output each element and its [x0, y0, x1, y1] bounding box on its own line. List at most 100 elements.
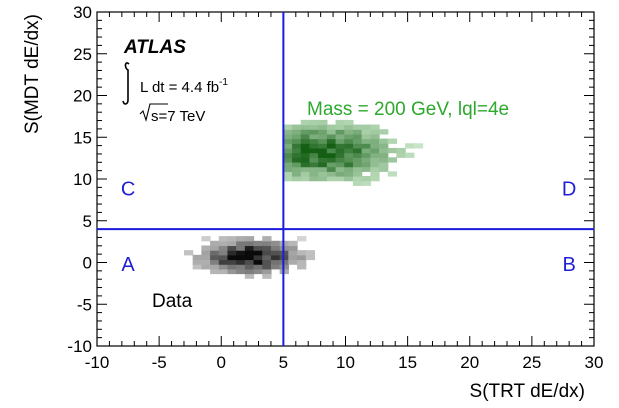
signal-density-cell [370, 143, 380, 149]
data-density-cell [270, 254, 281, 261]
signal-density-cell [283, 143, 293, 149]
signal-density-cell [326, 129, 337, 135]
signal-density-cell [292, 124, 302, 130]
region-label-b: B [562, 254, 575, 276]
data-density-cell [297, 250, 307, 256]
signal-density-cell [396, 152, 406, 158]
data-density-cell [297, 254, 307, 261]
y-tick-labels: -10 -5 0 5 10 15 20 25 30 [67, 3, 92, 356]
signal-density-cell [326, 133, 337, 140]
signal-density-cell [370, 147, 380, 154]
signal-density-cell [379, 129, 389, 135]
signal-density-cell [309, 157, 319, 163]
data-density-cell [201, 245, 211, 251]
signal-density-cell [352, 171, 363, 177]
data-density-cell [236, 245, 246, 251]
signal-density-cell [300, 152, 311, 158]
x-tick-label: 10 [336, 353, 355, 372]
signal-density-cell [352, 133, 363, 140]
data-density-cell [236, 236, 246, 242]
data-density-cell [227, 268, 237, 275]
data-density-cell [201, 236, 211, 242]
signal-density-cell [309, 119, 319, 126]
signal-density-cell [344, 166, 354, 172]
signal-density-cell [318, 124, 328, 130]
integral-sign [122, 62, 130, 105]
signal-density-cell [352, 161, 363, 168]
data-density-cell [236, 264, 246, 270]
signal-density-cell [292, 129, 302, 135]
data-density-cell [218, 236, 229, 242]
y-tick-label: -10 [67, 337, 92, 356]
signal-density-cell [361, 124, 371, 130]
data-density-cell [253, 264, 263, 270]
signal-density-cell [361, 138, 371, 144]
x-tick-label: -10 [85, 353, 110, 372]
data-density-cell [244, 250, 255, 256]
signal-density-cell [405, 152, 415, 158]
y-tick-label: 0 [83, 254, 92, 273]
signal-density-cell [344, 138, 354, 144]
signal-density-cell [300, 138, 311, 144]
sqrt-sign [139, 103, 168, 122]
signal-density-cell [379, 138, 389, 144]
data-density-cell [218, 254, 229, 261]
signal-density-cell [344, 171, 354, 177]
signal-density-cell [361, 175, 371, 182]
data-density-cell [227, 240, 237, 247]
signal-density-cell [309, 166, 319, 172]
signal-density-cell [283, 161, 293, 168]
signal-density-cell [300, 124, 311, 130]
signal-density-cell [335, 143, 345, 149]
signal-density-cell [300, 171, 311, 177]
signal-density-cell [370, 166, 380, 172]
signal-density-cell [370, 157, 380, 163]
region-label-a: A [121, 254, 135, 276]
data-density-cell [210, 264, 220, 270]
data-density-cell [244, 254, 255, 261]
signal-density-cell [335, 166, 345, 172]
signal-density-cell [309, 152, 319, 158]
data-density-cell [218, 240, 229, 247]
signal-density-cell [300, 175, 311, 182]
signal-density-cell [344, 119, 354, 126]
signal-density-cell [335, 138, 345, 144]
signal-series-label: Mass = 200 GeV, lql=4e [307, 99, 509, 120]
signal-density-cell [283, 152, 293, 158]
signal-density-cell [283, 133, 293, 140]
signal-density-cell [344, 175, 354, 182]
data-density-cell [192, 254, 202, 261]
region-label-c: C [121, 179, 135, 201]
signal-density-cell [300, 147, 311, 154]
signal-density-cell [344, 129, 354, 135]
signal-density-cell [370, 138, 380, 144]
signal-density-cell [344, 152, 354, 158]
signal-density-cell [335, 124, 345, 130]
signal-density-cell [352, 152, 363, 158]
data-density-cell [262, 259, 272, 265]
signal-density-cell [318, 129, 328, 135]
data-density-cell [218, 264, 229, 270]
signal-density-cell [283, 157, 293, 163]
data-density-cell [210, 245, 220, 251]
signal-density-cell [326, 143, 337, 149]
signal-density-cell [387, 157, 398, 163]
signal-density-cell [405, 143, 415, 149]
signal-density-cell [326, 166, 337, 172]
signal-density-cell [387, 138, 398, 144]
signal-density-cell [344, 147, 354, 154]
data-density-cell [201, 264, 211, 270]
signal-density-cell [283, 147, 293, 154]
signal-density-cell [326, 161, 337, 168]
signal-density-cell [352, 129, 363, 135]
signal-density-cell [361, 133, 371, 140]
signal-density-cell [292, 161, 302, 168]
signal-density-cell [292, 147, 302, 154]
signal-density-cell [318, 175, 328, 182]
signal-density-cell [352, 166, 363, 172]
signal-density-cell [370, 133, 380, 140]
data-density-cell [270, 245, 281, 251]
signal-density-cell [361, 180, 371, 186]
region-labels: A B C D [121, 179, 577, 276]
